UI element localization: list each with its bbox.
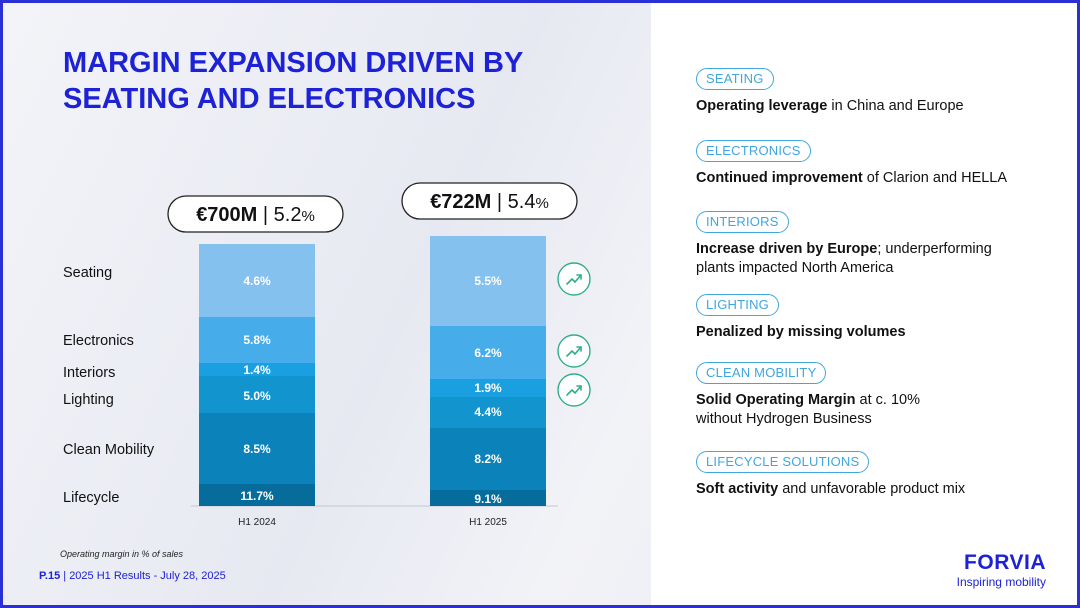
highlight-tag: ELECTRONICS	[696, 140, 811, 162]
highlight-tag: LIGHTING	[696, 294, 779, 316]
highlight-description: Operating leverage in China and Europe	[696, 98, 964, 114]
data-label: 6.2%	[474, 346, 502, 360]
data-label: 9.1%	[474, 492, 502, 506]
highlight-item: LIGHTING Penalized by missing volumes	[696, 294, 906, 342]
bar-segment-lighting-h1-2024	[199, 376, 315, 413]
highlight-description: Continued improvement of Clarion and HEL…	[696, 170, 1008, 186]
highlight-item: INTERIORS Increase driven by Europe; unde…	[696, 211, 1026, 278]
highlight-item: LIFECYCLE SOLUTIONS Soft activity and unf…	[696, 451, 965, 499]
category-label: H1 2025	[469, 517, 507, 528]
legend-label-lighting: Lighting	[63, 392, 114, 408]
data-label: 11.7%	[240, 489, 274, 503]
highlight-description: Penalized by missing volumes	[696, 324, 906, 340]
highlight-description: Soft activity and unfavorable product mi…	[696, 481, 966, 497]
bar-segment-lighting-h1-2025	[430, 397, 546, 428]
total-label: €700M | 5.2%	[196, 204, 315, 226]
highlight-tag: CLEAN MOBILITY	[696, 362, 827, 384]
bar-segment-interiors-h1-2024	[199, 363, 315, 376]
highlight-item: CLEAN MOBILITY Solid Operating Margin at …	[696, 362, 956, 429]
category-label: H1 2024	[238, 517, 276, 528]
total-label: €722M | 5.4%	[430, 191, 549, 213]
highlight-description: Increase driven by Europe; underperformi…	[696, 241, 992, 276]
data-label: 4.4%	[474, 405, 502, 419]
data-label: 4.6%	[243, 274, 271, 288]
bar-segment-lifecycle-h1-2025	[430, 490, 546, 506]
page-title: MARGIN EXPANSION DRIVEN BY SEATING AND E…	[63, 47, 523, 115]
total-pill	[401, 182, 578, 220]
trend-up-icon	[557, 262, 591, 296]
trend-up-icon	[557, 373, 591, 407]
legend-label-interiors: Interiors	[63, 365, 115, 381]
bar-segment-interiors-h1-2025	[430, 379, 546, 397]
forvia-logo: FORVIA Inspiring mobility	[931, 551, 1046, 589]
highlight-tag: SEATING	[696, 68, 774, 90]
highlight-item: ELECTRONICS Continued improvement of Clar…	[696, 140, 1007, 188]
stacked-bar-chart: 11.7% 8.5% 5.0% 1.4% 5.8% 4.6% 9.1% 8.2% 4.4% 1.9…	[63, 182, 591, 528]
page-number: P.15	[39, 570, 61, 582]
highlight-item: SEATING Operating leverage in China and E…	[696, 68, 964, 116]
bar-segment-seating-h1-2024	[199, 244, 315, 317]
trend-up-icon	[557, 334, 591, 368]
bar-segment-clean-mobility-h1-2024	[199, 413, 315, 484]
footnote: Operating margin in % of sales	[60, 549, 184, 559]
data-label: 1.4%	[243, 363, 271, 377]
data-label: 8.2%	[474, 452, 502, 466]
highlight-tag: LIFECYCLE SOLUTIONS	[696, 451, 870, 473]
data-label: 1.9%	[474, 381, 502, 395]
legend-label-seating: Seating	[63, 265, 112, 281]
bar-segment-electronics-h1-2025	[430, 326, 546, 379]
bar-segment-seating-h1-2025	[430, 236, 546, 326]
legend-label-electronics: Electronics	[63, 333, 134, 349]
total-pill	[167, 195, 344, 233]
logo-word: FORVIA	[964, 551, 1046, 574]
data-label: 8.5%	[243, 442, 271, 456]
bar-segment-clean-mobility-h1-2025	[430, 428, 546, 490]
legend-label-lifecycle: Lifecycle	[63, 490, 119, 506]
footer: P.15 | 2025 H1 Results - July 28, 2025	[39, 570, 226, 582]
data-label: 5.5%	[474, 274, 502, 288]
bar-segment-lifecycle-h1-2024	[199, 484, 315, 506]
bar-segment-electronics-h1-2024	[199, 317, 315, 363]
highlight-description: Solid Operating Margin at c. 10% without…	[696, 392, 920, 427]
data-label: 5.0%	[243, 389, 271, 403]
data-label: 5.8%	[243, 333, 271, 347]
footer-text: | 2025 H1 Results - July 28, 2025	[60, 570, 226, 582]
right-panel	[651, 3, 1077, 605]
highlight-tag: INTERIORS	[696, 211, 789, 233]
legend-label-clean-mobility: Clean Mobility	[63, 442, 155, 458]
logo-tagline: Inspiring mobility	[956, 575, 1046, 589]
